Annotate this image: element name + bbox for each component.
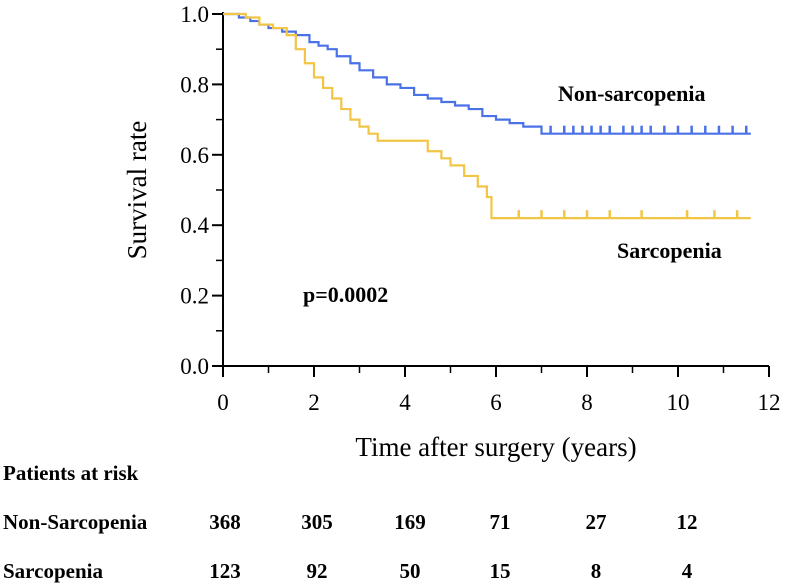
risk-value: 12	[677, 510, 698, 534]
x-tick-label: 8	[581, 390, 593, 415]
y-tick-label: 0.8	[180, 72, 209, 97]
risk-table-header: Patients at risk	[3, 461, 139, 485]
risk-value: 305	[301, 510, 333, 534]
series-line-0	[223, 12, 751, 135]
x-tick-label: 10	[667, 390, 690, 415]
risk-row-label-sarcopenia: Sarcopenia	[3, 559, 103, 583]
risk-value: 4	[682, 559, 693, 583]
x-tick-label: 2	[308, 390, 320, 415]
risk-values: 368 305 169 71 27 12 123 92 50 15 8 4	[209, 510, 697, 583]
x-tick-label: 6	[490, 390, 502, 415]
risk-value: 92	[307, 559, 328, 583]
y-axis-title: Survival rate	[122, 121, 152, 260]
y-tick-label: 0.2	[180, 284, 209, 309]
axes	[222, 12, 769, 367]
risk-value: 123	[209, 559, 241, 583]
series-layer	[223, 12, 751, 220]
x-tick-label: 0	[217, 390, 229, 415]
y-tick-label: 1.0	[180, 2, 209, 27]
risk-value: 15	[490, 559, 511, 583]
x-ticks: 0 2 4 6 8 10 12	[217, 366, 781, 415]
x-axis-title: Time after surgery (years)	[355, 432, 636, 462]
risk-value: 50	[400, 559, 421, 583]
p-value-annotation: p=0.0002	[303, 282, 388, 307]
y-tick-label: 0.0	[180, 354, 209, 379]
risk-value: 169	[394, 510, 426, 534]
y-ticks: 0.0 0.2 0.4 0.6 0.8 1.0	[180, 2, 223, 379]
series-label-sarcopenia: Sarcopenia	[617, 238, 722, 263]
y-tick-label: 0.6	[180, 143, 209, 168]
risk-row-label-non-sarcopenia: Non-Sarcopenia	[3, 510, 148, 534]
x-tick-label: 12	[758, 390, 781, 415]
x-tick-label: 4	[399, 390, 411, 415]
risk-value: 8	[591, 559, 602, 583]
y-tick-label: 0.4	[180, 213, 209, 238]
risk-table: Patients at risk Non-Sarcopenia Sarcopen…	[3, 461, 698, 583]
risk-value: 27	[586, 510, 607, 534]
risk-value: 71	[490, 510, 511, 534]
series-line-1	[223, 12, 751, 220]
series-label-non-sarcopenia: Non-sarcopenia	[558, 81, 706, 106]
risk-value: 368	[209, 510, 241, 534]
